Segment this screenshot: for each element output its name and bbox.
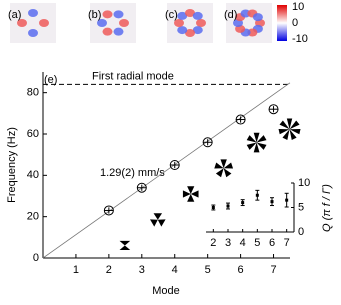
mode-shape-icon <box>182 186 199 202</box>
panel-label: (e) <box>44 74 57 86</box>
lobe <box>28 29 38 37</box>
lobe <box>185 29 195 37</box>
x-tick-label: 3 <box>139 264 145 276</box>
inset-point <box>285 198 289 202</box>
inset-point <box>226 204 230 208</box>
y-tick-label: 60 <box>27 128 39 140</box>
lobe <box>28 9 38 17</box>
inset-x-tick-label: 7 <box>284 237 290 249</box>
y-tick-label: 20 <box>27 211 39 223</box>
inset-y-tick-label: 10 <box>298 177 310 189</box>
inset-point <box>241 201 245 205</box>
panel-label: (c) <box>165 9 178 21</box>
lobe <box>113 27 124 36</box>
colorbar <box>277 5 287 41</box>
lobe <box>119 19 129 27</box>
lobe <box>252 13 263 22</box>
inset-x-tick-label: 6 <box>269 237 275 249</box>
mode-shape-icon <box>246 132 267 153</box>
mode-shape-icon <box>119 240 131 251</box>
panel-label: (d) <box>224 9 237 21</box>
x-tick-label: 7 <box>270 264 276 276</box>
colorbar-tick-label: 10 <box>292 1 304 13</box>
x-axis-label: Mode <box>152 285 180 297</box>
x-tick-label: 4 <box>172 264 178 276</box>
x-tick-label: 6 <box>238 264 244 276</box>
inset-point <box>270 200 274 204</box>
inset-x-tick-label: 5 <box>254 237 260 249</box>
panel-label: (a) <box>8 9 21 21</box>
lobe <box>192 26 203 35</box>
reference-label: First radial mode <box>92 70 174 82</box>
inset-point <box>211 206 215 209</box>
panel-label: (b) <box>88 9 101 21</box>
lobe <box>196 19 206 27</box>
inset-point <box>255 193 259 197</box>
mode-shape-icon <box>214 159 234 178</box>
colorbar-tick-label: -10 <box>292 33 308 45</box>
x-tick-label: 5 <box>205 264 211 276</box>
lobe <box>102 10 113 19</box>
mode-shape-icon <box>278 118 301 140</box>
lobe <box>185 9 195 17</box>
lobe <box>97 19 107 27</box>
inset-x-tick-label: 4 <box>240 237 246 249</box>
fit-line <box>42 82 291 259</box>
inset-x-tick-label: 2 <box>210 237 216 249</box>
mode-images: (a) (b) (c) (d) <box>8 3 272 43</box>
inset-x-tick-label: 3 <box>225 237 231 249</box>
colorbar-tick-label: 0 <box>292 17 298 29</box>
y-tick-label: 0 <box>33 252 39 264</box>
lobe <box>113 10 124 19</box>
inset-y-tick-label: 0 <box>298 226 304 238</box>
y-axis-label: Frequency (Hz) <box>6 127 18 203</box>
mode-shape-icon <box>150 213 166 227</box>
lobe <box>177 26 188 35</box>
lobe <box>192 11 203 20</box>
lobe <box>174 19 184 27</box>
lobe <box>102 27 113 36</box>
x-tick-label: 1 <box>73 264 79 276</box>
fit-label: 1.29(2) mm/s <box>100 167 165 179</box>
x-tick-label: 2 <box>106 264 112 276</box>
lobe <box>17 19 27 27</box>
lobe <box>39 19 49 27</box>
inset-y-tick-label: 5 <box>298 201 304 213</box>
inset-y-label: Q (π f / Γ) <box>321 184 333 232</box>
y-tick-label: 80 <box>27 87 39 99</box>
lobe <box>177 11 188 20</box>
y-tick-label: 40 <box>27 169 39 181</box>
